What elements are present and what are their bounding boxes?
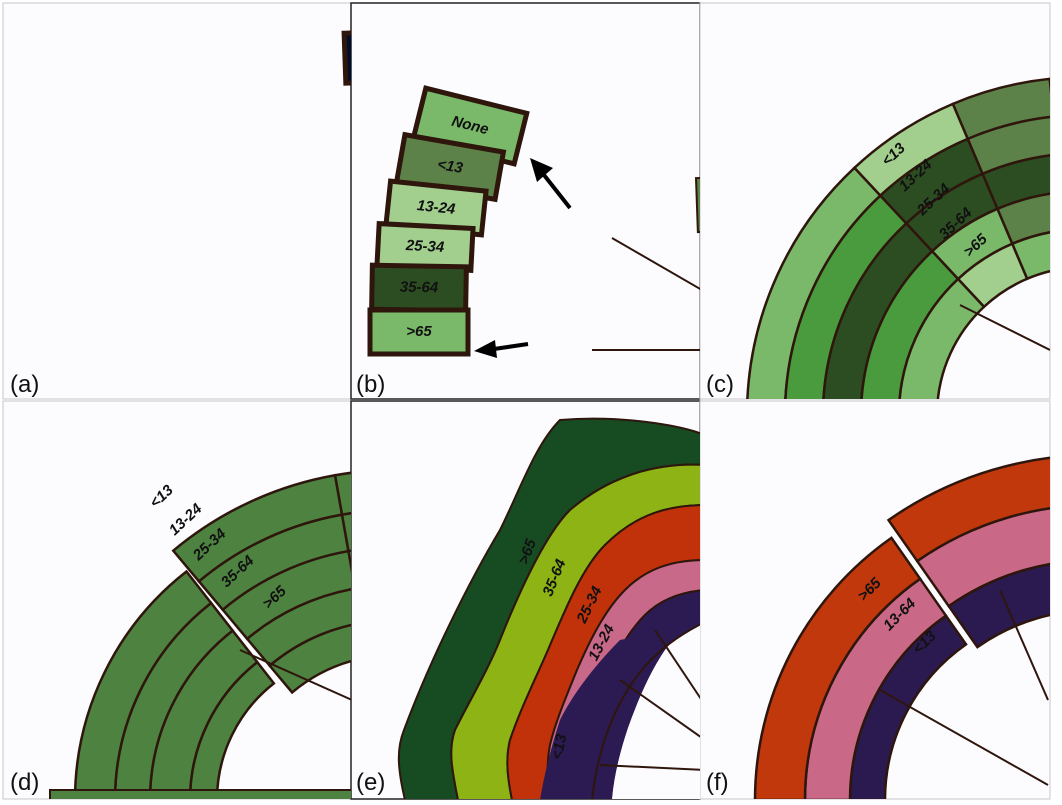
legend-label: <13 (436, 156, 465, 177)
panel-b-arrows (474, 158, 572, 358)
spoke (619, 679, 700, 738)
panel-a-diagram (341, 30, 351, 86)
panel-label-e: (e) (356, 769, 385, 796)
ring-label: <13 (549, 732, 571, 761)
panel-a-frame (2, 2, 352, 400)
ring-segment (73, 569, 213, 799)
panel-label-d: (d) (10, 769, 39, 796)
panel-c-ring (746, 77, 1050, 399)
legend-swatch (367, 307, 471, 357)
panel-b-spokes (592, 237, 700, 351)
spoke (959, 304, 1050, 351)
ring-segment (956, 242, 1029, 309)
panel-labels: (a) (b) (c) (d) (e) (f) (10, 371, 734, 796)
ring-segment (898, 277, 986, 399)
ring-segment (886, 456, 1050, 563)
purple-inner-outline (591, 623, 700, 799)
ring-segment (171, 473, 344, 584)
purple-inner-edge (569, 600, 700, 799)
ring-segment (341, 30, 351, 86)
legend-label: >65 (406, 323, 432, 340)
spoke (879, 689, 1049, 786)
arrow-left-head (474, 340, 497, 358)
panel-d-ring (49, 471, 351, 799)
ring-segment (1010, 231, 1050, 281)
spoke (599, 764, 700, 771)
panel-a-ring (341, 30, 351, 86)
panel-f-ring (753, 456, 1050, 799)
ring-segment (694, 177, 700, 234)
legend-label: 35-64 (400, 279, 439, 297)
panel-label-a: (a) (10, 371, 39, 398)
ring-segment (340, 511, 351, 553)
ring-segment (333, 471, 351, 517)
arrow-up-head (530, 158, 553, 182)
legend-item: >65 (367, 307, 471, 357)
ring-segment (753, 536, 922, 799)
spoke (611, 237, 700, 290)
arrow-left-line (493, 342, 529, 351)
panel-b-ring (694, 177, 700, 234)
panel-label-b: (b) (356, 371, 385, 398)
legend-label: 25-34 (404, 237, 445, 256)
panel-label-f: (f) (706, 769, 729, 796)
panel-e-spokes (599, 629, 700, 771)
legend-label: 13-24 (416, 197, 457, 218)
arrow-up-line (542, 173, 572, 210)
legend-item: 35-64 (369, 262, 469, 314)
ring-segment (347, 549, 351, 573)
spoke (239, 649, 351, 701)
panel-label-c: (c) (706, 371, 734, 398)
legend-item: 25-34 (374, 220, 476, 274)
spoke (999, 589, 1049, 701)
ring-segment (49, 789, 351, 799)
ring-segment (995, 192, 1050, 246)
ring-segment (946, 562, 1050, 649)
spoke (654, 629, 700, 700)
